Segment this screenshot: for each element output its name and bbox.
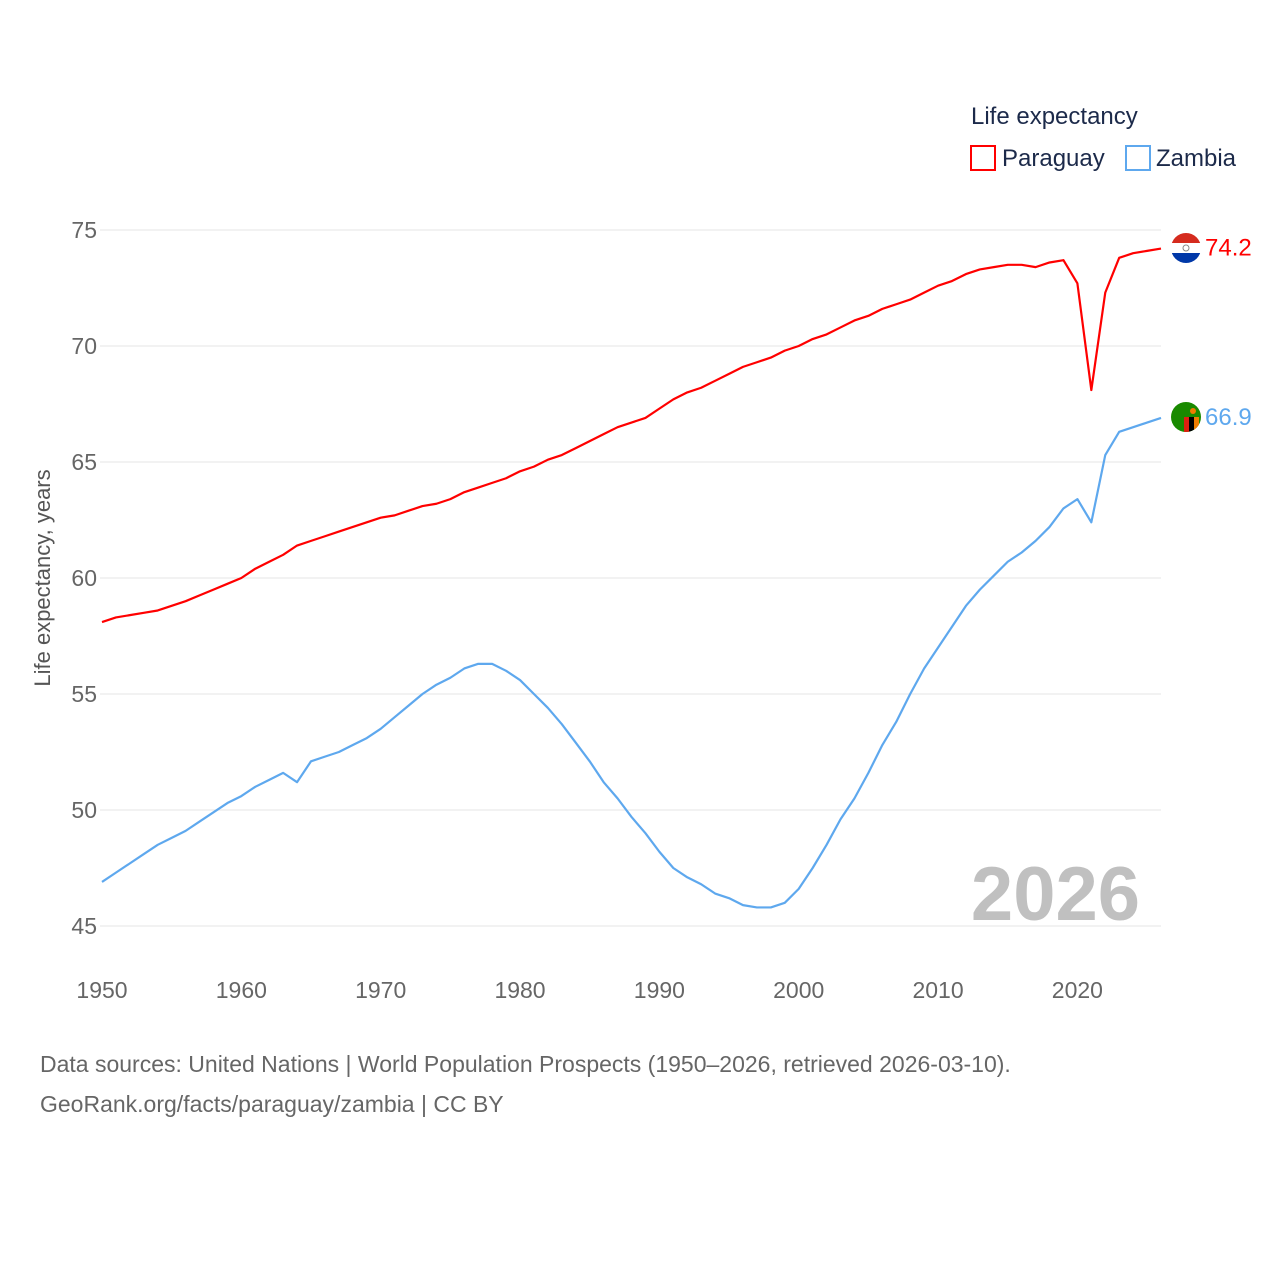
end-value-label-paraguay: 74.2 — [1205, 235, 1252, 262]
legend-item-paraguay[interactable]: Paraguay — [970, 145, 1105, 172]
legend-title: Life expectancy — [971, 103, 1138, 130]
x-tick-label: 2000 — [773, 977, 824, 1003]
x-tick-label: 2020 — [1052, 977, 1103, 1003]
footer-link[interactable]: GeoRank.org/facts/paraguay/zambia | CC B… — [40, 1091, 504, 1117]
y-tick-label: 45 — [71, 913, 97, 939]
series-line-paraguay — [101, 247, 1162, 624]
legend-swatch-paraguay — [970, 145, 996, 171]
legend-item-zambia[interactable]: Zambia — [1125, 145, 1237, 172]
x-tick-label: 1960 — [216, 977, 267, 1003]
footer-sources: Data sources: United Nations | World Pop… — [40, 1051, 1011, 1077]
year-watermark: 2026 — [971, 852, 1140, 937]
x-tick-label: 1970 — [355, 977, 406, 1003]
legend-label-paraguay: Paraguay — [1002, 145, 1105, 172]
y-tick-label: 65 — [71, 449, 97, 475]
x-tick-label: 1950 — [76, 977, 127, 1003]
y-tick-label: 50 — [71, 797, 97, 823]
end-value-label-zambia: 66.9 — [1205, 404, 1252, 431]
legend-label-zambia: Zambia — [1156, 145, 1237, 172]
legend-swatch-zambia — [1125, 145, 1151, 171]
data-source-footer: Data sources: United Nations | World Pop… — [40, 1044, 1011, 1124]
x-tick-label: 1990 — [634, 977, 685, 1003]
y-tick-label: 70 — [71, 333, 97, 359]
x-tick-label: 2010 — [912, 977, 963, 1003]
x-tick-label: 1980 — [494, 977, 545, 1003]
y-tick-label: 55 — [71, 681, 97, 707]
series-line-zambia — [101, 416, 1162, 909]
zambia-flag-icon — [1171, 402, 1201, 432]
y-tick-label: 60 — [71, 565, 97, 591]
paraguay-flag-icon — [1171, 233, 1201, 263]
y-tick-label: 75 — [71, 217, 97, 243]
y-axis-label: Life expectancy, years — [30, 469, 55, 686]
